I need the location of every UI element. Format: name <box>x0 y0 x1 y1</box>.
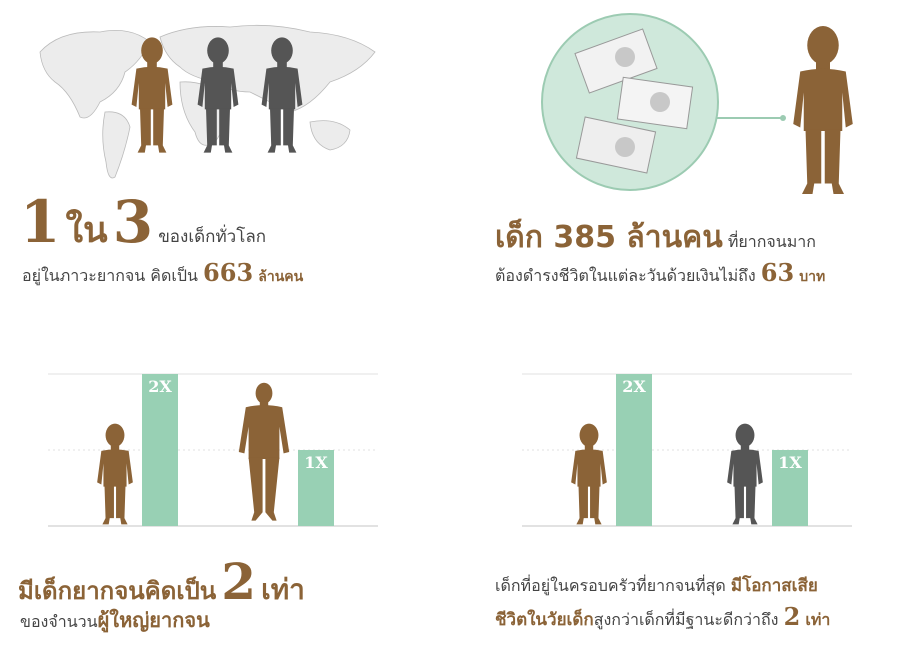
panel3-unit: เท่า <box>261 573 305 606</box>
panel3-number: 2 <box>221 552 257 611</box>
bar-adult <box>298 450 334 526</box>
panel1-line2: อยู่ในภาวะยากจน คิดเป็น 663 ล้านคน <box>22 258 303 289</box>
stat-one: 1 <box>20 188 61 256</box>
panel3-head: มีเด็กยากจนคิดเป็น <box>18 577 217 605</box>
child-silhouette-icon <box>94 420 136 528</box>
child-silhouette-icon <box>724 420 766 528</box>
panel4-line1a: เด็กที่อยู่ในครอบครัวที่ยากจนที่สุด <box>495 576 726 595</box>
panel2-tail: ที่ยากจนมาก <box>727 232 816 251</box>
panel2-line2: ต้องดำรงชีวิตในแต่ละวันด้วยเงินไม่ถึง 63… <box>495 258 825 289</box>
panel4-line2b: สูงกว่าเด็กที่มีฐานะดีกว่าถึง <box>593 610 779 629</box>
panel2-unit: บาท <box>799 269 826 285</box>
bar-child <box>142 374 178 526</box>
stat-in: ใน <box>65 210 108 251</box>
child-silhouette-icon <box>128 32 176 158</box>
panel4-line1b: มีโอกาสเสีย <box>730 576 818 596</box>
panel1-unit: ล้านคน <box>258 269 304 285</box>
banknotes-icon <box>541 13 719 191</box>
bar-poorest <box>616 374 652 526</box>
chart-right: 2X 1X <box>522 373 852 527</box>
panel1-line2-text: อยู่ในภาวะยากจน คิดเป็น <box>22 266 198 285</box>
child-silhouette-icon <box>194 32 242 158</box>
stat-tail: ของเด็กทั่วโลก <box>158 227 267 247</box>
panel1-stat: 1 ใน 3 ของเด็กทั่วโลก <box>20 188 266 258</box>
chart-left: 2X 1X <box>48 373 378 527</box>
panel4-unit: เท่า <box>805 610 831 629</box>
panel3-stat: มีเด็กยากจนคิดเป็น 2 เท่า <box>18 552 305 612</box>
child-silhouette-icon <box>258 32 306 158</box>
panel3-line2: ของจำนวนผู้ใหญ่ยากจน <box>20 604 210 636</box>
stat-three: 3 <box>112 188 154 256</box>
panel4-line2a: ชีวิตในวัยเด็ก <box>495 610 594 630</box>
panel4-number: 2 <box>783 602 801 631</box>
panel2-number: 63 <box>760 258 795 287</box>
panel1-number: 663 <box>203 258 254 287</box>
child-silhouette-icon <box>788 20 858 200</box>
data-label-2x: 2X <box>148 377 172 396</box>
panel3-line2b: ผู้ใหญ่ยากจน <box>97 608 210 632</box>
panel2-head: เด็ก 385 ล้านคน <box>495 220 723 255</box>
panel2-stat: เด็ก 385 ล้านคน ที่ยากจนมาก <box>495 214 816 261</box>
connector-line <box>716 115 786 121</box>
data-label-1x: 1X <box>304 453 328 472</box>
panel3-line2a: ของจำนวน <box>20 612 98 631</box>
data-label-2x: 2X <box>622 377 646 396</box>
panel4-line1: เด็กที่อยู่ในครอบครัวที่ยากจนที่สุด มีโอ… <box>495 572 818 599</box>
panel4-line2: ชีวิตในวัยเด็กสูงกว่าเด็กที่มีฐานะดีกว่า… <box>495 602 830 633</box>
data-label-1x: 1X <box>778 453 802 472</box>
child-silhouette-icon <box>568 420 610 528</box>
bar-better-off <box>772 450 808 526</box>
adult-silhouette-icon <box>236 376 292 528</box>
panel2-line2-text: ต้องดำรงชีวิตในแต่ละวันด้วยเงินไม่ถึง <box>495 266 756 285</box>
